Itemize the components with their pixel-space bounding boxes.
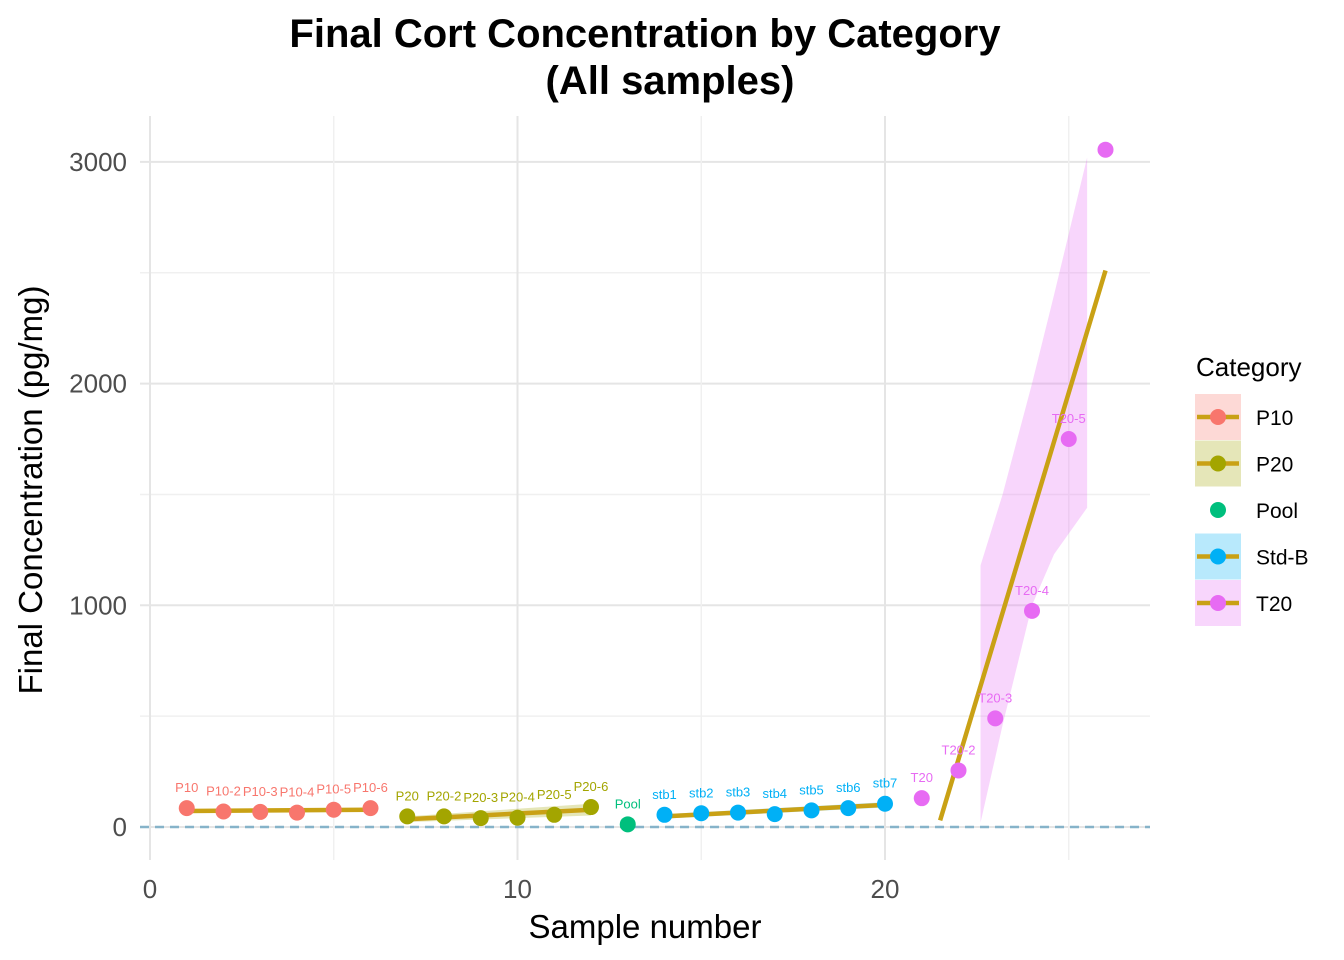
data-point-Std-B [730, 804, 746, 821]
point-label: T20-2 [942, 742, 976, 757]
point-label: T20-5 [1052, 411, 1086, 426]
point-label: P20-5 [537, 787, 572, 802]
y-tick-label: 1000 [69, 590, 127, 620]
data-point-P20 [546, 806, 563, 823]
data-point-Std-B [877, 795, 893, 812]
legend-key-point [1210, 502, 1226, 518]
data-point-Std-B [766, 806, 783, 823]
y-axis-ticks: 0 1000 2000 3000 [69, 147, 127, 842]
point-label: stb2 [689, 785, 714, 800]
legend-label: T20 [1256, 593, 1292, 616]
data-point-P20 [583, 799, 599, 816]
legend-label: Pool [1256, 500, 1298, 523]
point-label: Pool [615, 796, 641, 811]
data-point-Std-B [656, 806, 673, 823]
data-point-T20 [1060, 431, 1077, 448]
data-point-P20 [399, 808, 416, 825]
chart-title-line-1: Final Cort Concentration by Category [289, 12, 1001, 56]
legend-label: Std-B [1256, 547, 1309, 570]
data-point-P10 [252, 803, 269, 820]
data-point-T20 [1097, 141, 1114, 158]
point-label: stb1 [652, 787, 677, 802]
point-label: P20 [396, 788, 419, 803]
x-tick-label: 0 [143, 874, 157, 904]
legend-key-point [1210, 548, 1226, 565]
y-tick-label: 2000 [69, 369, 127, 399]
point-label: P20-3 [463, 790, 498, 805]
point-label: stb4 [762, 786, 787, 801]
confidence-band-T20 [980, 157, 1088, 823]
trend-lines [186, 269, 1108, 822]
data-point-P20 [509, 809, 526, 826]
trend-line-T20 [937, 269, 1108, 821]
data-point-Std-B [803, 802, 820, 819]
legend-label: P20 [1256, 454, 1293, 477]
point-label: stb5 [799, 782, 824, 797]
data-point-P10 [178, 800, 195, 817]
point-label: P10 [175, 780, 198, 795]
data-point-Std-B [693, 805, 710, 822]
point-label: T20-3 [978, 690, 1012, 705]
data-point-P10 [289, 804, 305, 821]
point-label: P10-3 [243, 784, 278, 799]
data-point-T20 [1024, 602, 1040, 619]
data-points [178, 141, 1114, 833]
point-label: P10-5 [316, 782, 351, 797]
legend-key-point [1210, 409, 1226, 425]
x-axis-title: Sample number [529, 908, 762, 945]
data-point-T20 [987, 710, 1004, 727]
legend-key-point [1210, 595, 1226, 611]
x-axis-ticks: 0 10 20 [143, 874, 900, 904]
data-point-P10 [325, 801, 342, 818]
y-axis-title: Final Concentration (pg/mg) [12, 285, 49, 694]
point-label: P10-6 [353, 780, 388, 795]
y-tick-label: 3000 [69, 147, 127, 177]
point-label: stb3 [726, 785, 751, 800]
point-label: T20 [911, 770, 933, 785]
point-label: P20-2 [427, 788, 462, 803]
data-point-T20 [950, 762, 967, 779]
legend-key-point [1210, 455, 1226, 472]
legend-label: P10 [1256, 407, 1293, 430]
legend-title: Category [1196, 352, 1302, 382]
legend: Category P10 P20 Pool Std-B T20 [1195, 352, 1309, 626]
chart-title-line-2: (All samples) [546, 59, 795, 103]
data-point-P10 [362, 800, 379, 817]
point-label: stb7 [873, 776, 898, 791]
data-point-Std-B [840, 800, 857, 817]
point-label: P20-6 [574, 779, 609, 794]
trend-line-P10 [186, 807, 371, 814]
point-label: P10-4 [280, 785, 315, 800]
data-point-P20 [436, 808, 452, 825]
point-label: stb6 [836, 780, 861, 795]
grid [140, 116, 1150, 860]
point-label: P20-4 [500, 790, 535, 805]
x-tick-label: 20 [871, 874, 900, 904]
data-point-P10 [215, 803, 232, 820]
confidence-bands [186, 157, 1088, 823]
x-tick-label: 10 [503, 874, 532, 904]
data-point-T20 [913, 790, 930, 807]
point-label: T20-4 [1015, 583, 1049, 598]
y-tick-label: 0 [113, 812, 127, 842]
point-label: P10-2 [206, 783, 241, 798]
data-point-P20 [472, 810, 489, 827]
data-point-Pool [619, 816, 636, 833]
